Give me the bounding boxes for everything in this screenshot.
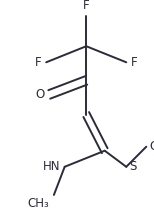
Text: CH₃: CH₃ xyxy=(149,140,154,153)
Text: O: O xyxy=(35,88,45,101)
Text: S: S xyxy=(129,160,137,173)
Text: F: F xyxy=(131,56,138,69)
Text: CH₃: CH₃ xyxy=(28,197,49,210)
Text: F: F xyxy=(83,0,90,12)
Text: HN: HN xyxy=(43,160,60,173)
Text: F: F xyxy=(35,56,42,69)
